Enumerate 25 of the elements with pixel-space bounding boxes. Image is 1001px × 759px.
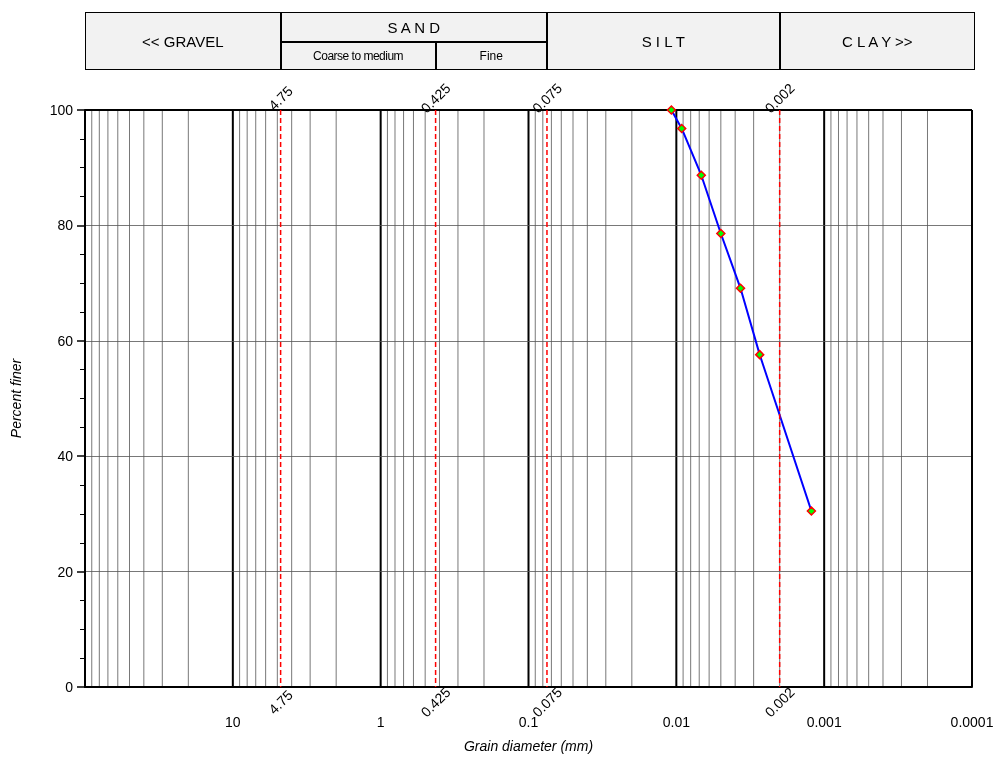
ref-line-label: 4.75 [265, 82, 297, 114]
point [696, 170, 707, 180]
point [676, 123, 687, 134]
point [716, 228, 726, 239]
y-axis-title: Percent finer [8, 357, 24, 439]
y-tick-label: 60 [57, 332, 74, 349]
text: << GRAVEL [142, 32, 224, 50]
x-tick-label: 0.0001 [950, 714, 994, 730]
point [754, 349, 765, 360]
y-tick-label: 20 [57, 563, 74, 580]
x-tick-label: 1 [376, 714, 385, 730]
y-tick-label: 80 [57, 217, 74, 234]
text: C L A Y >> [842, 32, 913, 50]
x-axis-title: Grain diameter (mm) [463, 738, 594, 754]
point [735, 283, 746, 294]
y-tick-label: 100 [49, 102, 74, 118]
text: Fine [479, 49, 503, 63]
x-tick-label: 10 [225, 714, 241, 730]
x-tick-label: 0.001 [806, 714, 842, 730]
text: S I L T [641, 32, 685, 50]
y-tick-label: 0 [65, 679, 74, 695]
y-tick-label: 40 [57, 448, 74, 465]
x-tick-label: 0.01 [662, 714, 691, 730]
text: Coarse to medium [313, 49, 404, 63]
text: S A N D [387, 18, 441, 36]
